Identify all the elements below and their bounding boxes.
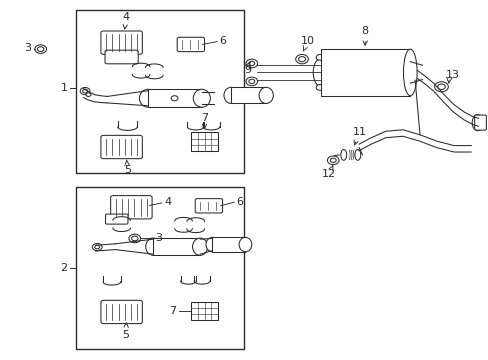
FancyBboxPatch shape — [105, 214, 128, 224]
Text: 6: 6 — [219, 36, 226, 46]
Text: 1: 1 — [61, 83, 67, 93]
Text: 8: 8 — [361, 26, 368, 45]
Circle shape — [38, 47, 44, 51]
Text: 5: 5 — [122, 323, 129, 340]
Circle shape — [248, 79, 254, 84]
Ellipse shape — [145, 238, 161, 255]
FancyBboxPatch shape — [195, 199, 222, 213]
FancyBboxPatch shape — [474, 115, 486, 130]
Circle shape — [80, 87, 90, 95]
FancyBboxPatch shape — [177, 37, 204, 51]
Text: 4: 4 — [122, 12, 130, 29]
Text: 4: 4 — [164, 197, 171, 207]
Ellipse shape — [192, 238, 207, 255]
FancyBboxPatch shape — [101, 135, 142, 159]
Text: 10: 10 — [300, 36, 314, 51]
Circle shape — [129, 234, 141, 243]
Circle shape — [298, 57, 305, 62]
Circle shape — [95, 245, 100, 249]
Ellipse shape — [139, 89, 156, 107]
Circle shape — [437, 84, 445, 90]
Ellipse shape — [224, 87, 238, 103]
Bar — [148, 89, 202, 107]
Ellipse shape — [403, 49, 416, 96]
Bar — [76, 10, 244, 173]
Bar — [76, 187, 244, 348]
Text: 12: 12 — [322, 166, 336, 179]
Bar — [231, 87, 265, 103]
Ellipse shape — [193, 89, 210, 107]
Circle shape — [82, 89, 87, 93]
Bar — [153, 238, 200, 255]
Circle shape — [330, 158, 335, 162]
Ellipse shape — [471, 114, 482, 131]
Circle shape — [245, 77, 257, 86]
Ellipse shape — [340, 149, 346, 160]
Ellipse shape — [205, 237, 218, 252]
Text: 11: 11 — [352, 127, 366, 145]
Text: 7: 7 — [201, 113, 208, 129]
Bar — [212, 237, 245, 252]
Ellipse shape — [313, 59, 326, 86]
Bar — [191, 302, 218, 320]
Circle shape — [245, 59, 257, 68]
Circle shape — [316, 54, 324, 60]
Text: 7: 7 — [169, 306, 176, 316]
Ellipse shape — [259, 87, 273, 103]
Circle shape — [131, 236, 138, 241]
Bar — [191, 132, 218, 151]
Circle shape — [35, 45, 46, 53]
Text: 13: 13 — [445, 70, 459, 80]
FancyBboxPatch shape — [105, 50, 138, 64]
FancyBboxPatch shape — [101, 300, 142, 324]
FancyBboxPatch shape — [101, 31, 142, 54]
Ellipse shape — [354, 149, 360, 160]
Circle shape — [92, 243, 102, 251]
Circle shape — [295, 54, 308, 64]
Text: 5: 5 — [124, 160, 131, 175]
Circle shape — [86, 93, 91, 96]
Circle shape — [327, 156, 338, 165]
Text: 2: 2 — [61, 263, 67, 273]
Bar — [320, 49, 409, 96]
Text: 3: 3 — [24, 43, 31, 53]
Ellipse shape — [239, 237, 251, 252]
Circle shape — [434, 82, 447, 92]
Text: 3: 3 — [155, 233, 163, 243]
FancyBboxPatch shape — [110, 195, 152, 219]
Text: 6: 6 — [236, 197, 243, 207]
Circle shape — [248, 61, 254, 66]
Circle shape — [171, 96, 178, 101]
Text: 9: 9 — [244, 64, 250, 75]
Circle shape — [316, 85, 324, 90]
